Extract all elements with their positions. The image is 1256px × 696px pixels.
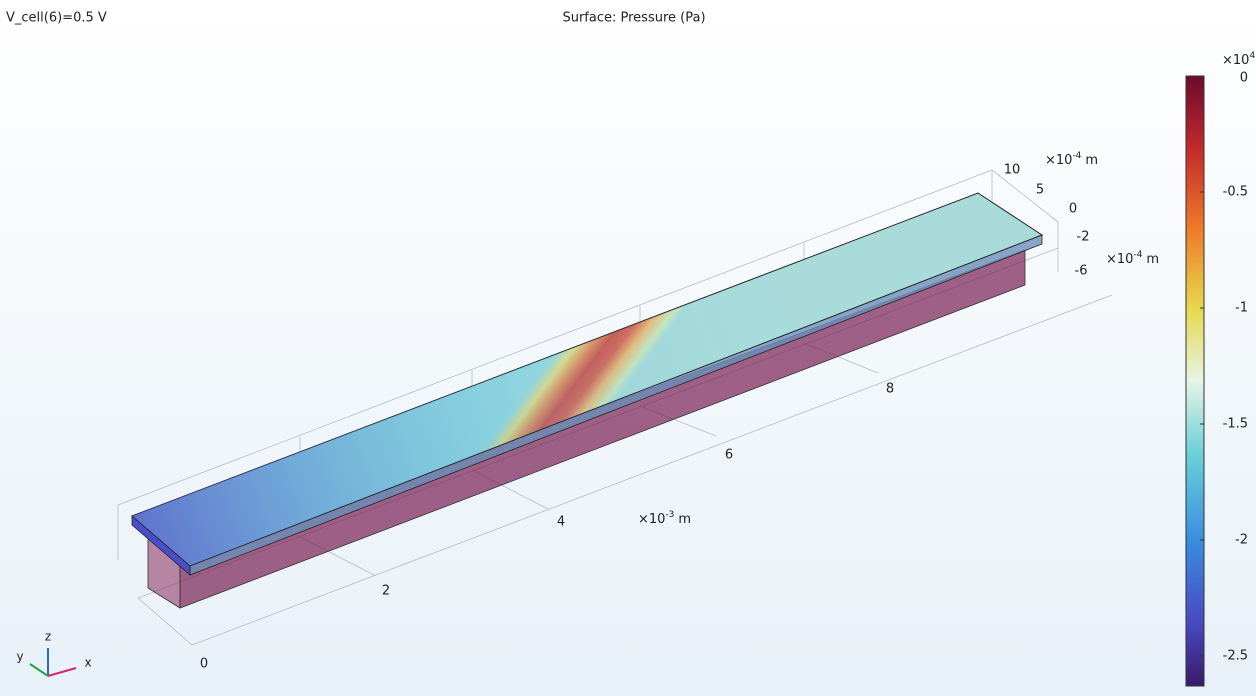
colorbar-scale (1185, 75, 1205, 687)
z-unit-label: ×10-4 m (1106, 250, 1159, 267)
y-unit-label: ×10-4 m (1045, 151, 1098, 168)
x-tick-label: 6 (725, 448, 733, 463)
x-unit: m (678, 512, 691, 527)
colorbar: ×104 (1185, 51, 1255, 687)
colorbar-tick-label: -1 (1235, 301, 1248, 316)
z-exponent: -4 (1133, 250, 1142, 260)
x-tick-label: 4 (557, 515, 565, 530)
triad-z: z (45, 630, 51, 644)
y-exponent: -4 (1072, 151, 1081, 161)
triad-y: y (16, 650, 23, 664)
z-unit: m (1146, 252, 1159, 267)
x-multiplier: ×10 (638, 512, 665, 527)
y-tick-label: 0 (1069, 202, 1077, 217)
axis-triad: z x y (16, 630, 92, 677)
colorbar-multiplier-base: ×10 (1222, 53, 1249, 68)
y-tick-label: 10 (1004, 163, 1021, 178)
x-unit-label: ×10-3 m (638, 510, 691, 527)
x-exponent: -3 (665, 510, 674, 520)
z-multiplier: ×10 (1106, 252, 1133, 267)
z-tick-label: -6 (1075, 264, 1088, 279)
colorbar-tick-label: -2 (1235, 533, 1248, 548)
colorbar-tick-label: 0 (1240, 71, 1248, 86)
plot-title: Surface: Pressure (Pa) (562, 11, 705, 26)
triad-x: x (84, 656, 91, 670)
colorbar-tick-label: -2.5 (1223, 649, 1248, 664)
colorbar-multiplier: ×104 (1222, 51, 1255, 68)
colorbar-exponent: 4 (1249, 51, 1255, 61)
y-unit: m (1085, 153, 1098, 168)
x-tick-label: 2 (382, 584, 390, 599)
y-multiplier: ×10 (1045, 153, 1072, 168)
colorbar-tick-label: -1.5 (1223, 417, 1248, 432)
colorbar-tick-label: -0.5 (1223, 185, 1248, 200)
y-tick-label: 5 (1036, 183, 1044, 198)
parameter-label: V_cell(6)=0.5 V (6, 11, 107, 26)
z-tick-label: -2 (1077, 230, 1090, 245)
channel-body (147, 249, 1026, 609)
x-tick-label: 8 (886, 382, 894, 397)
cap-plate (131, 192, 1044, 576)
x-tick-label: 0 (200, 657, 208, 672)
